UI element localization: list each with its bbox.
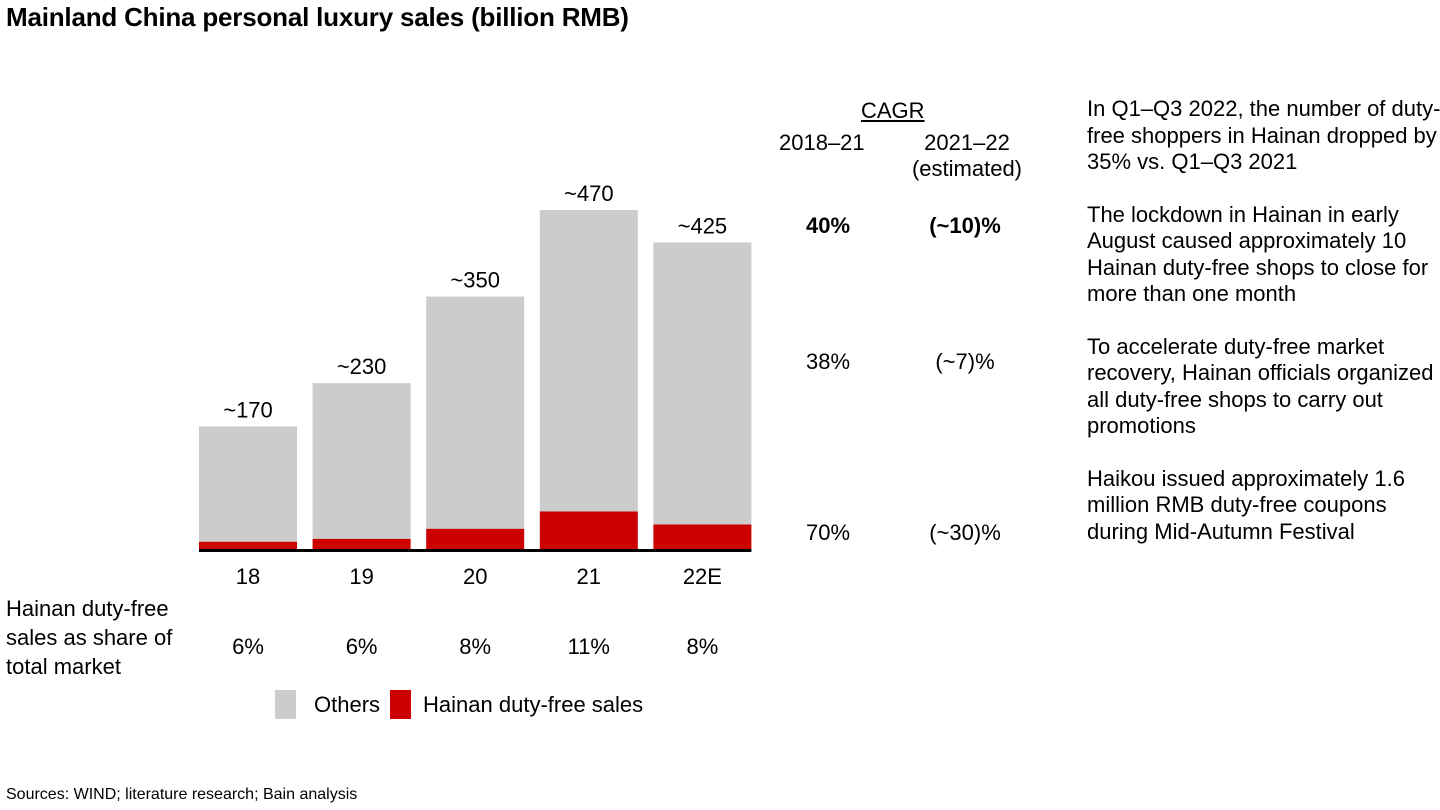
- legend-swatch-others: [275, 690, 296, 719]
- cagr-total-2021-22: (~10)%: [929, 213, 1001, 238]
- note-item: To accelerate duty-free market recovery,…: [1087, 333, 1434, 439]
- total-label-20: ~350: [450, 268, 500, 293]
- x-tick-label-22E: 22E: [683, 564, 722, 589]
- legend-label-others: Others: [314, 691, 381, 717]
- bar-hainan-19: [312, 538, 411, 549]
- bar-others-22E: [653, 242, 752, 525]
- cagr-total-2018-21: 40%: [805, 213, 851, 238]
- x-tick-label-21: 21: [577, 564, 601, 589]
- legend-label-hainan: Hainan duty-free sales: [423, 691, 644, 717]
- total-label-18: ~170: [223, 397, 273, 422]
- share-value-22E: 8%: [687, 634, 719, 659]
- cagr-col1-header: 2018–21: [779, 130, 865, 155]
- bar-hainan-21: [539, 511, 638, 549]
- bar-hainan-22E: [653, 524, 752, 549]
- legend-swatch-hainan: [390, 690, 412, 719]
- bar-hainan-18: [199, 541, 297, 549]
- share-value-21: 11%: [568, 634, 610, 659]
- cagr-others-2018-21: 38%: [805, 349, 851, 374]
- cagr-others-2021-22: (~7)%: [935, 349, 995, 374]
- share-row-label: Hainan duty-free sales as share of total…: [6, 596, 173, 679]
- total-label-22E: ~425: [678, 213, 728, 238]
- cagr-hainan-2018-21: 70%: [805, 520, 851, 545]
- sources-footnote: Sources: WIND; literature research; Bain…: [6, 786, 358, 803]
- cagr-hainan-2021-22: (~30)%: [929, 520, 1001, 545]
- bar-others-19: [312, 383, 411, 539]
- bar-others-21: [539, 210, 638, 512]
- cagr-col2-header: 2021–22 (estimated): [904, 130, 1030, 182]
- x-tick-label-19: 19: [349, 564, 373, 589]
- commentary-notes: In Q1–Q3 2022, the number of duty-free s…: [1087, 96, 1440, 571]
- total-label-21: ~470: [564, 181, 614, 206]
- note-item: Haikou issued approximately 1.6 million …: [1087, 465, 1405, 544]
- chart-title: Mainland China personal luxury sales (bi…: [6, 2, 629, 32]
- total-label-19: ~230: [337, 354, 387, 379]
- share-value-19: 6%: [346, 634, 378, 659]
- chart-legend: Others Hainan duty-free sales: [275, 690, 643, 719]
- bar-others-20: [426, 296, 525, 529]
- bar-hainan-20: [426, 528, 525, 549]
- share-value-18: 6%: [232, 634, 264, 659]
- x-tick-label-18: 18: [236, 564, 260, 589]
- note-item: The lockdown in Hainan in early August c…: [1087, 201, 1429, 307]
- bar-others-18: [199, 426, 297, 542]
- cagr-col2-title: 2021–22: [924, 130, 1010, 155]
- share-value-20: 8%: [459, 634, 491, 659]
- note-item: In Q1–Q3 2022, the number of duty-free s…: [1087, 96, 1440, 174]
- x-tick-label-20: 20: [463, 564, 487, 589]
- cagr-col2-subtitle: (estimated): [911, 156, 1023, 181]
- cagr-heading: CAGR: [861, 98, 925, 123]
